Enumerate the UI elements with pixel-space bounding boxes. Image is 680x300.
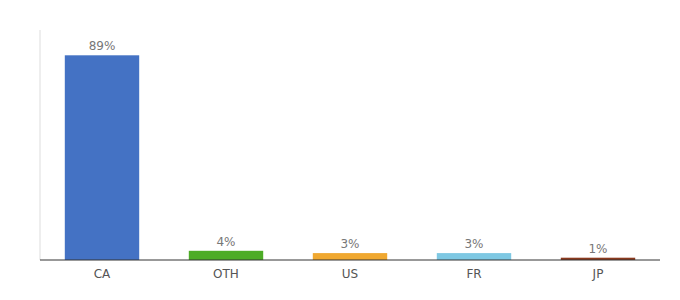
data-label: 4%: [216, 235, 235, 249]
x-tick-label: FR: [466, 267, 481, 281]
bar: [189, 251, 263, 260]
bar: [313, 253, 387, 260]
x-tick-label: OTH: [213, 267, 239, 281]
x-axis-labels: CA OTH US FR JP: [94, 267, 604, 281]
x-axis-line: [40, 260, 660, 261]
bar: [437, 253, 511, 260]
data-label: 89%: [89, 39, 116, 53]
x-tick-label: CA: [94, 267, 111, 281]
data-label: 3%: [464, 237, 483, 251]
y-axis-line: [40, 30, 41, 260]
x-tick-label: JP: [592, 267, 604, 281]
data-label: 1%: [588, 242, 607, 256]
data-label: 3%: [340, 237, 359, 251]
bars: [65, 55, 635, 260]
x-tick-label: US: [342, 267, 358, 281]
bar: [65, 55, 139, 260]
chart-svg: 89% 4% 3% 3% 1% CA OTH US FR JP: [0, 0, 680, 300]
chart-container: 89% 4% 3% 3% 1% CA OTH US FR JP: [0, 0, 680, 300]
data-labels: 89% 4% 3% 3% 1%: [89, 39, 608, 255]
